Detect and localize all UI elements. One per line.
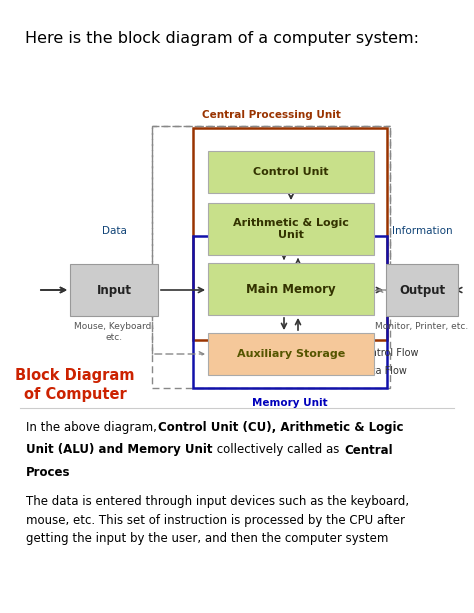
Text: Information: Information [392, 226, 452, 236]
Text: Memory Unit: Memory Unit [252, 398, 328, 408]
Text: Monitor, Printer, etc.: Monitor, Printer, etc. [375, 322, 469, 331]
Text: Unit (ALU) and Memory Unit: Unit (ALU) and Memory Unit [26, 443, 212, 457]
Text: Block Diagram
of Computer: Block Diagram of Computer [15, 368, 135, 402]
Text: Control Unit (CU), Arithmetic & Logic: Control Unit (CU), Arithmetic & Logic [158, 421, 403, 434]
Bar [70, 264, 158, 316]
Bar [193, 236, 387, 388]
Text: collectively called as: collectively called as [213, 443, 343, 457]
Bar [208, 333, 374, 375]
Text: Arithmetic & Logic
Unit: Arithmetic & Logic Unit [233, 218, 349, 240]
Bar [208, 263, 374, 315]
Text: Auxiliary Storage: Auxiliary Storage [237, 349, 345, 359]
Text: Output: Output [399, 283, 445, 297]
Bar [386, 264, 458, 316]
Bar [208, 203, 374, 255]
Text: Control Unit: Control Unit [253, 167, 329, 177]
Bar [208, 151, 374, 193]
Bar [193, 128, 387, 340]
Text: Here is the block diagram of a computer system:: Here is the block diagram of a computer … [25, 31, 419, 46]
Text: Mouse, Keyboard,
etc.: Mouse, Keyboard, etc. [74, 322, 154, 342]
Text: Control Flow: Control Flow [358, 348, 419, 358]
Text: Proces: Proces [26, 466, 71, 479]
Bar [152, 126, 390, 388]
Text: Main Memory: Main Memory [246, 283, 336, 295]
Text: Data: Data [101, 226, 127, 236]
Text: Central: Central [344, 443, 392, 457]
Text: The data is entered through input devices such as the keyboard,
mouse, etc. This: The data is entered through input device… [26, 495, 409, 545]
Text: Data Flow: Data Flow [358, 366, 407, 376]
Text: In the above diagram,: In the above diagram, [26, 421, 161, 434]
Text: Central Processing Unit: Central Processing Unit [201, 110, 340, 120]
Text: Input: Input [97, 283, 131, 297]
